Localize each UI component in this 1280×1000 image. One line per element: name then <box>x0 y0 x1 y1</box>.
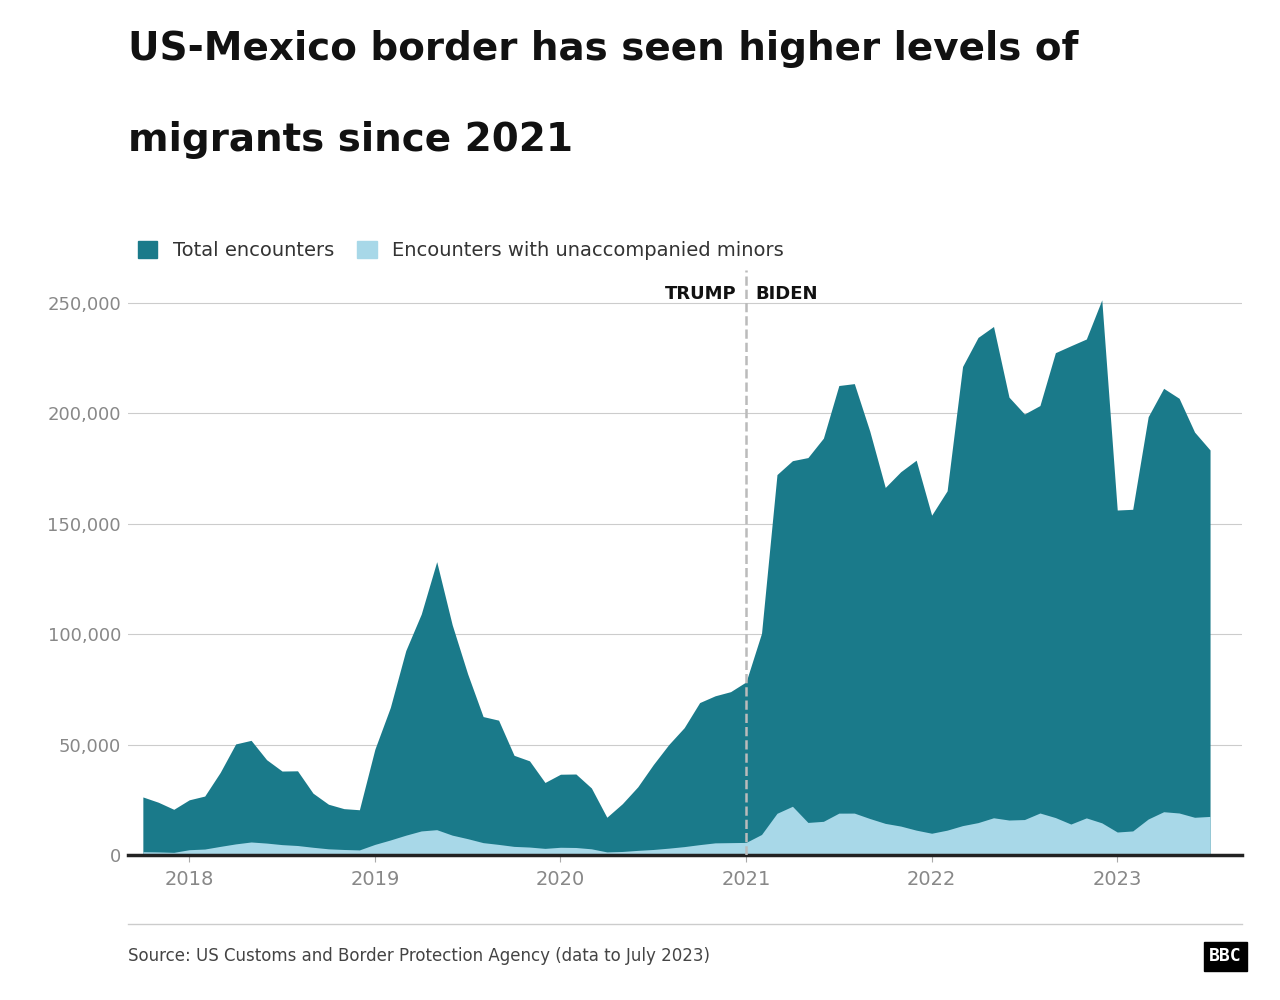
Legend: Total encounters, Encounters with unaccompanied minors: Total encounters, Encounters with unacco… <box>138 241 785 260</box>
Text: Source: US Customs and Border Protection Agency (data to July 2023): Source: US Customs and Border Protection… <box>128 947 710 965</box>
Text: TRUMP: TRUMP <box>666 285 737 303</box>
Text: BIDEN: BIDEN <box>755 285 818 303</box>
Text: BBC: BBC <box>1210 947 1242 965</box>
Text: migrants since 2021: migrants since 2021 <box>128 121 573 159</box>
Text: US-Mexico border has seen higher levels of: US-Mexico border has seen higher levels … <box>128 30 1078 68</box>
